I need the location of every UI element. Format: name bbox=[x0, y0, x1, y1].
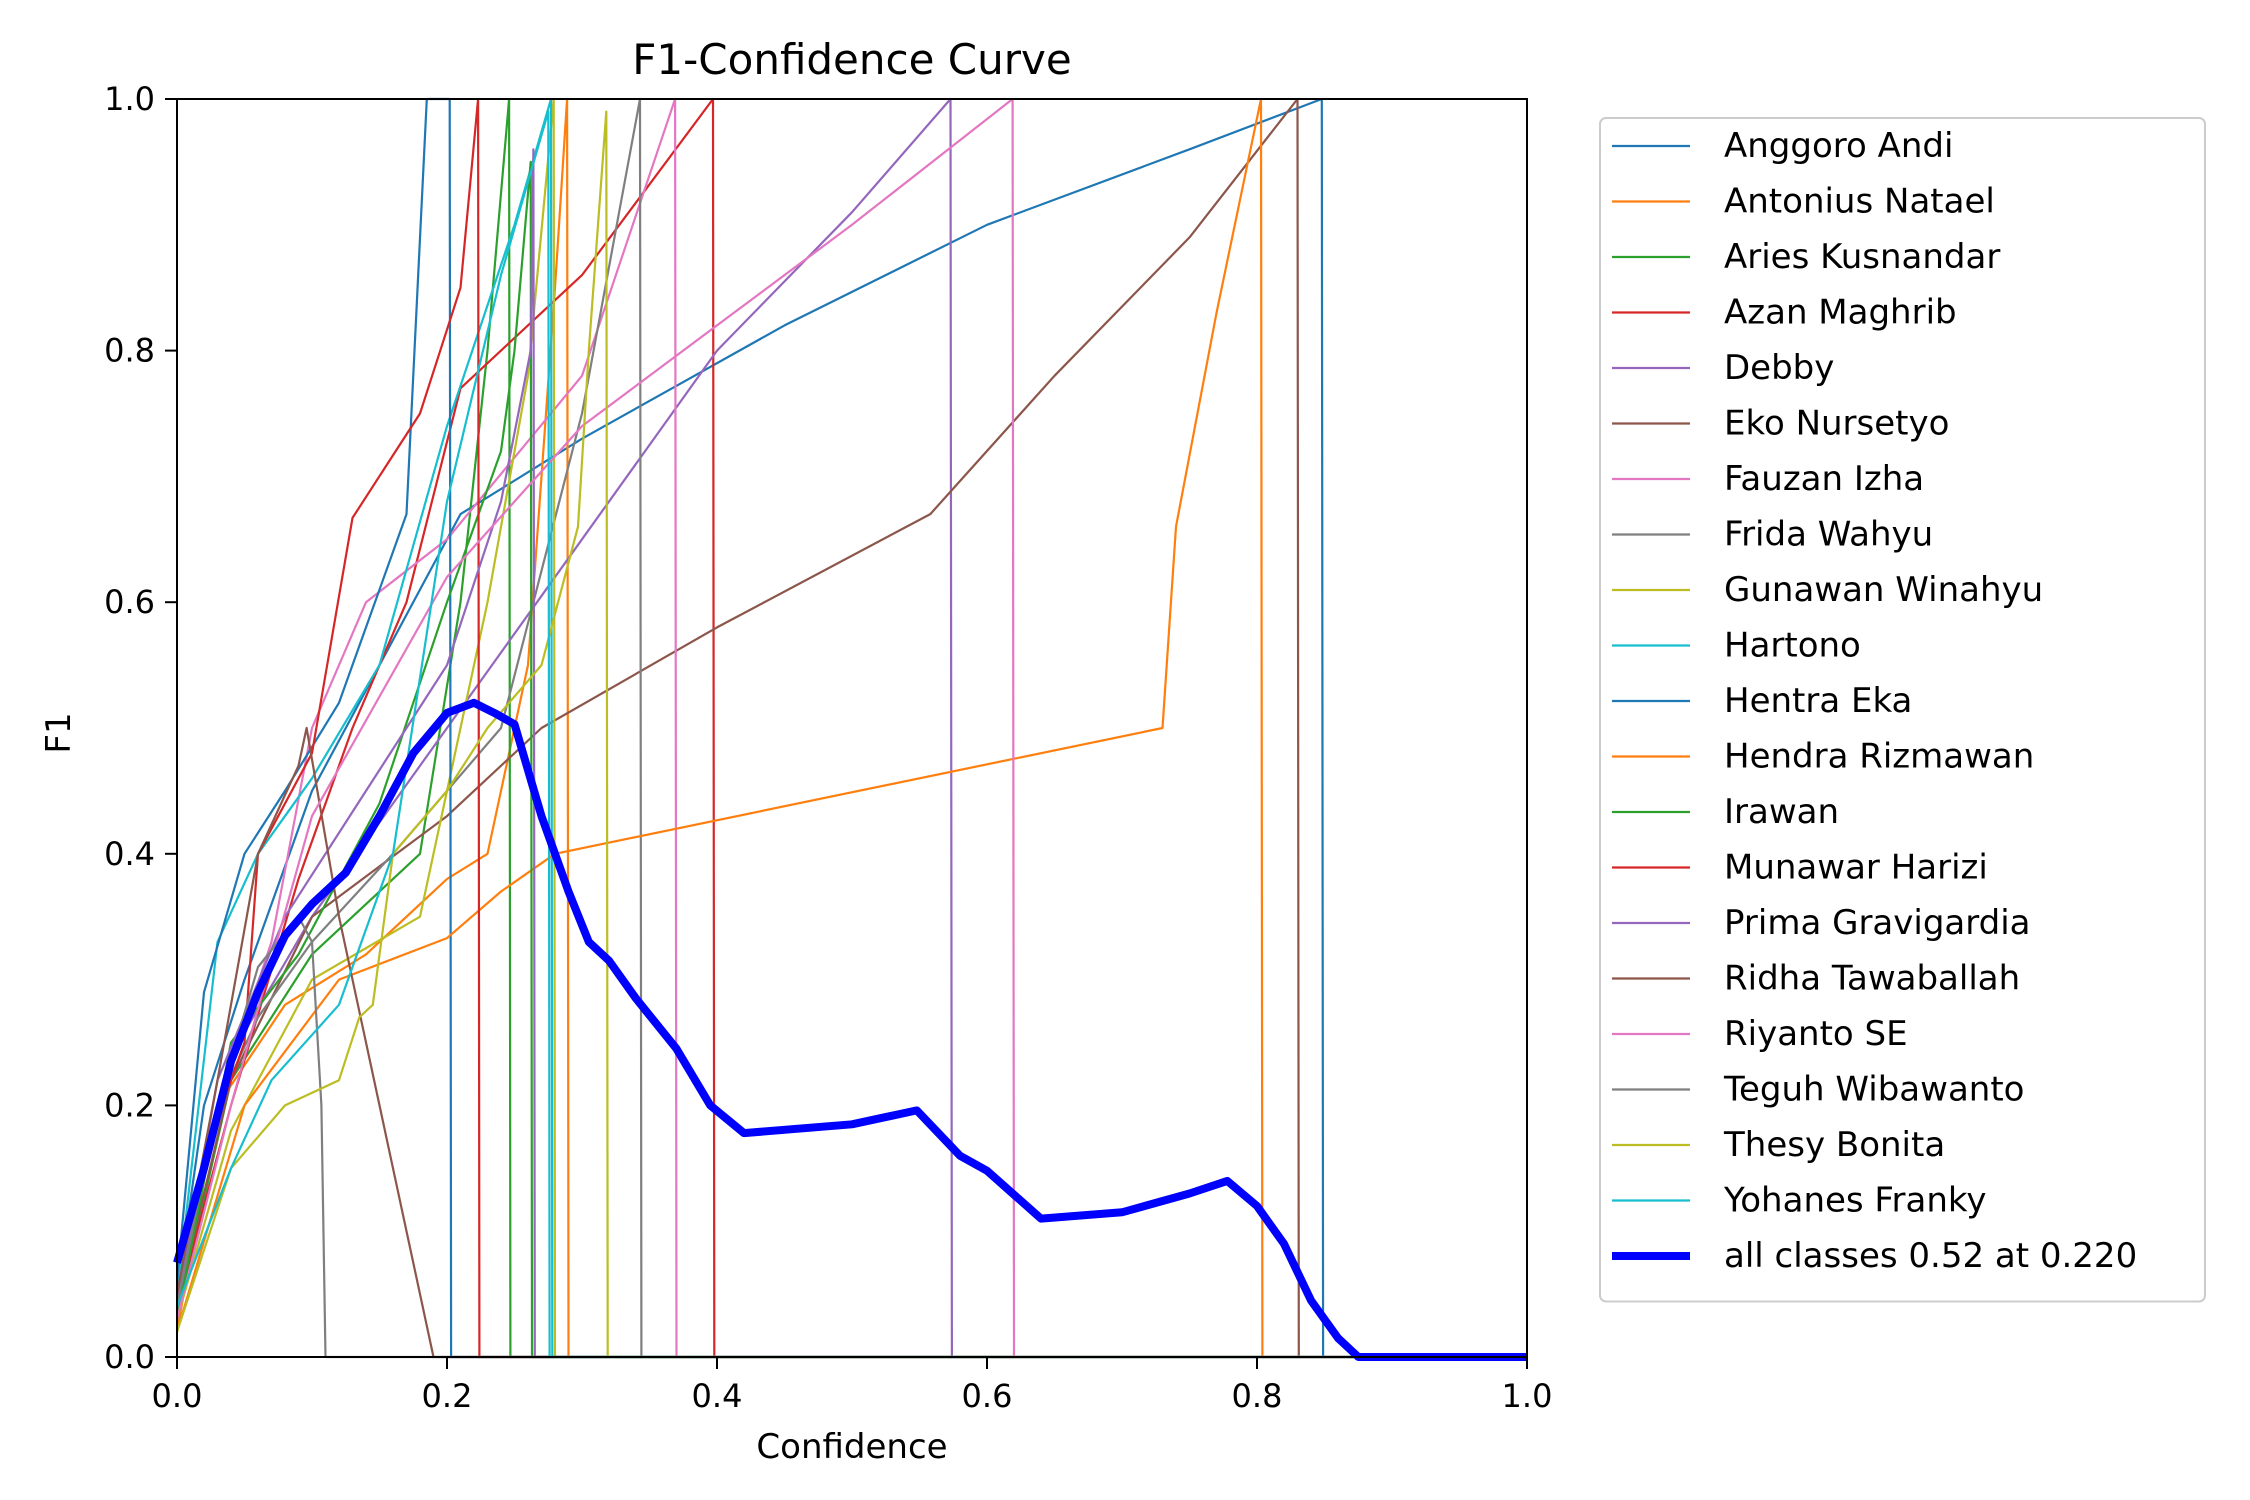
series-line-hentra-eka bbox=[175, 97, 1527, 1359]
legend-label-teguh-wibawanto: Teguh Wibawanto bbox=[1723, 1070, 2024, 1110]
legend-label-hendra-rizmawan: Hendra Rizmawan bbox=[1724, 737, 2034, 777]
series-line-thesy-bonita bbox=[175, 110, 1527, 1359]
legend-label-irawan: Irawan bbox=[1724, 792, 1839, 832]
y-tick-label: 0.0 bbox=[104, 1338, 155, 1376]
series-line-debby bbox=[175, 97, 1527, 1359]
legend-label-anggoro-andi: Anggoro Andi bbox=[1724, 126, 1953, 166]
series-line-munawar-harizi bbox=[175, 97, 1527, 1359]
series-line-gunawan-winahyu bbox=[175, 97, 1527, 1359]
x-tick-label: 0.2 bbox=[422, 1377, 473, 1415]
legend-box bbox=[1599, 117, 2206, 1303]
legend-label-thesy-bonita: Thesy Bonita bbox=[1723, 1125, 1945, 1165]
legend-label-all-classes-0-52-at-0-220: all classes 0.52 at 0.220 bbox=[1724, 1236, 2137, 1276]
legend: Anggoro Andi Antonius Natael Aries Kusnand… bbox=[1599, 117, 2206, 1303]
series-line-ridha-tawaballah bbox=[175, 726, 1527, 1359]
y-tick-label: 0.2 bbox=[104, 1086, 155, 1124]
legend-label-hentra-eka: Hentra Eka bbox=[1724, 681, 1912, 721]
series-line-azan-maghrib bbox=[175, 97, 1527, 1359]
legend-label-aries-kusnandar: Aries Kusnandar bbox=[1724, 237, 2000, 277]
y-tick-label: 0.6 bbox=[104, 583, 155, 621]
series-line-prima-gravigardia bbox=[175, 148, 1527, 1359]
plot-lines bbox=[173, 97, 1527, 1361]
x-axis-label: Confidence bbox=[756, 1427, 947, 1467]
series-line-hartono bbox=[175, 97, 1527, 1359]
y-tick-label: 0.4 bbox=[104, 835, 155, 873]
series-line-aries-kusnandar bbox=[175, 97, 1527, 1359]
x-tick-label: 0.4 bbox=[692, 1377, 743, 1415]
plot-frame bbox=[176, 98, 1528, 1358]
legend-label-antonius-natael: Antonius Natael bbox=[1724, 182, 1995, 222]
legend-label-debby: Debby bbox=[1724, 348, 1834, 388]
series-line-all-classes-0-52-at-0-220 bbox=[173, 698, 1527, 1361]
legend-label-fauzan-izha: Fauzan Izha bbox=[1724, 459, 1924, 499]
axis-ticks: 0.0 0.2 0.4 0.6 0.8 1.0 0.0 0.2 0.4 0.6 0.8 1.0 bbox=[104, 80, 1552, 1415]
x-tick-label: 0.8 bbox=[1232, 1377, 1283, 1415]
series-line-eko-nursetyo bbox=[175, 97, 1527, 1359]
x-tick-label: 0.0 bbox=[152, 1377, 203, 1415]
legend-label-hartono: Hartono bbox=[1724, 626, 1861, 666]
legend-label-yohanes-franky: Yohanes Franky bbox=[1723, 1181, 1986, 1221]
y-axis-label: F1 bbox=[39, 712, 79, 753]
x-tick-label: 1.0 bbox=[1502, 1377, 1553, 1415]
legend-label-riyanto-se: Riyanto SE bbox=[1724, 1014, 1908, 1054]
series-line-hendra-rizmawan bbox=[175, 97, 1527, 1359]
legend-label-gunawan-winahyu: Gunawan Winahyu bbox=[1724, 570, 2043, 610]
legend-label-eko-nursetyo: Eko Nursetyo bbox=[1724, 404, 1949, 444]
series-line-antonius-natael bbox=[175, 97, 1527, 1359]
series-line-irawan bbox=[175, 160, 1527, 1359]
y-tick-label: 0.8 bbox=[104, 332, 155, 370]
legend-label-munawar-harizi: Munawar Harizi bbox=[1724, 848, 1988, 888]
legend-label-ridha-tawaballah: Ridha Tawaballah bbox=[1724, 959, 2020, 999]
legend-label-prima-gravigardia: Prima Gravigardia bbox=[1724, 903, 2030, 943]
chart-title: F1-Confidence Curve bbox=[632, 35, 1071, 84]
series-line-yohanes-franky bbox=[175, 110, 1527, 1359]
x-tick-label: 0.6 bbox=[962, 1377, 1013, 1415]
legend-label-frida-wahyu: Frida Wahyu bbox=[1724, 515, 1933, 555]
y-tick-label: 1.0 bbox=[104, 80, 155, 118]
legend-label-azan-maghrib: Azan Maghrib bbox=[1724, 293, 1957, 333]
